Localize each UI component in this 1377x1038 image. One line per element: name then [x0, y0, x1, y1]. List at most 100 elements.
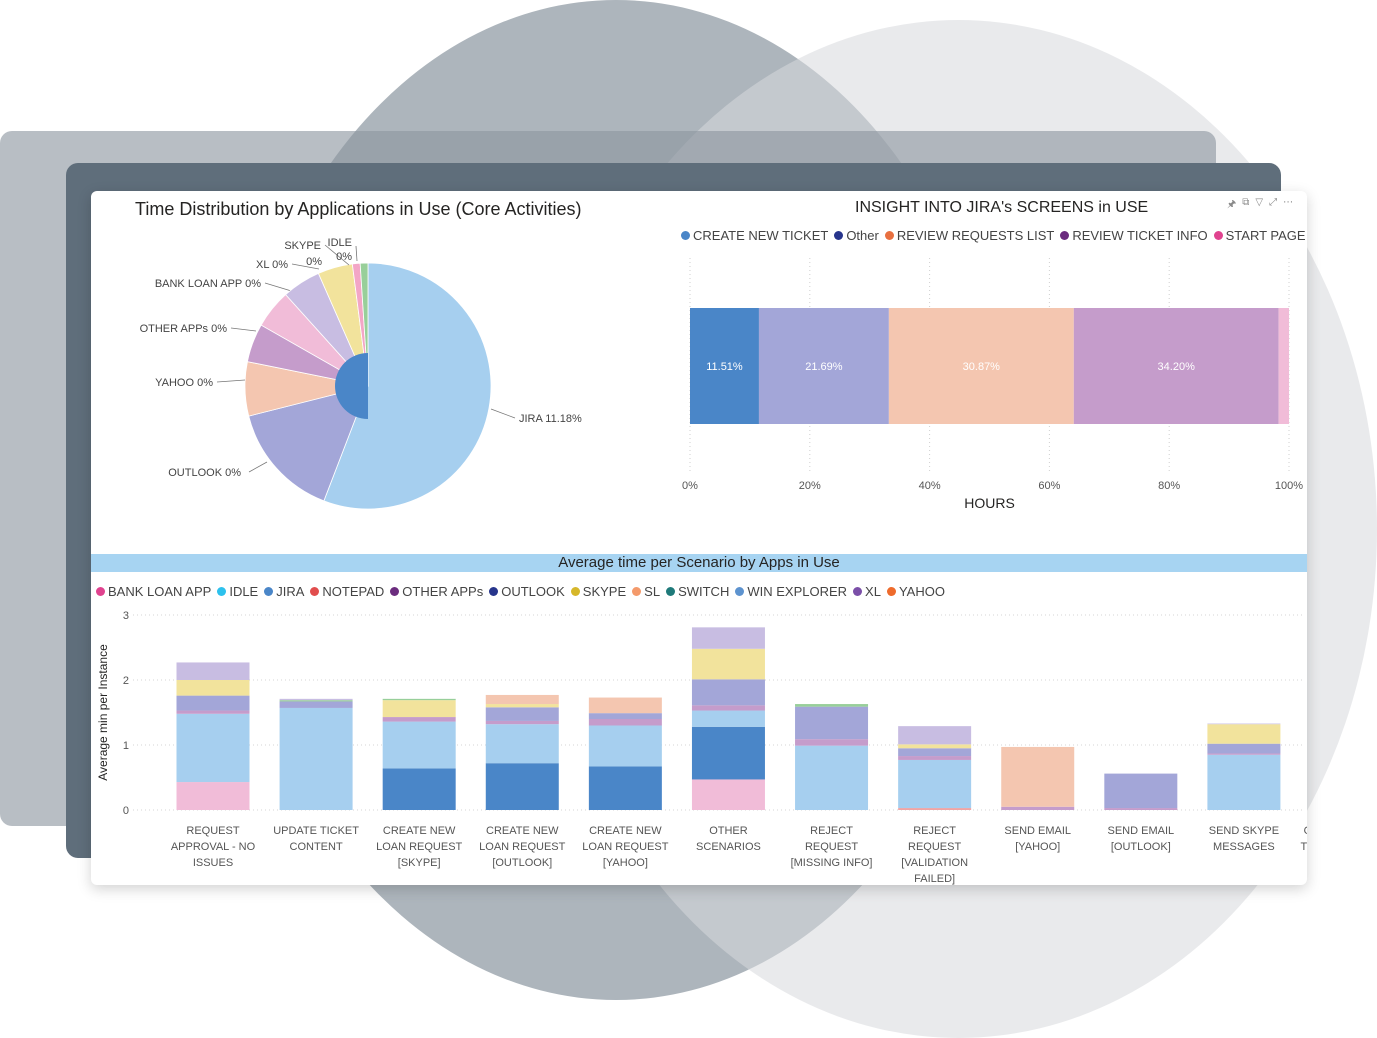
bar-segment-switch[interactable]: [795, 704, 869, 707]
bar-segment-start-page[interactable]: [1278, 308, 1289, 424]
pie-leader-line: [324, 244, 350, 266]
bar-segment-xl[interactable]: [691, 627, 765, 649]
legend-item-switch[interactable]: SWITCH: [666, 584, 729, 599]
legend-item-yahoo[interactable]: YAHOO: [886, 584, 945, 599]
bar-segment-xl[interactable]: [279, 698, 353, 701]
bar-segment-other-apps[interactable]: [588, 725, 662, 767]
legend-item-review-requests-list[interactable]: REVIEW REQUESTS LIST: [884, 228, 1054, 243]
bar-segment-skype[interactable]: [279, 701, 353, 708]
legend-item-create-new-ticket[interactable]: CREATE NEW TICKET: [681, 228, 828, 243]
bar-segment-skype[interactable]: [1104, 773, 1178, 809]
x-category-label: REQUEST APPROVAL - NO ISSUES: [171, 825, 256, 869]
x-category-label: OTHER SCENARIOS: [696, 825, 761, 853]
bar-segment-outlook[interactable]: [1207, 753, 1281, 755]
legend-item-bank-loan-app[interactable]: BANK LOAN APP: [96, 584, 211, 599]
bar-segment-outlook[interactable]: [176, 710, 250, 714]
bar-segment-other-apps[interactable]: [691, 710, 765, 727]
bar-segment-switch[interactable]: [279, 700, 353, 702]
bar-segment-notepad[interactable]: [898, 808, 972, 810]
bar-segment-xl[interactable]: [176, 662, 250, 680]
pie-label: XL 0%: [256, 259, 288, 271]
bar-segment-xl[interactable]: [1207, 723, 1281, 725]
bar-segment-outlook[interactable]: [691, 705, 765, 711]
bar-segment-win-explorer[interactable]: [485, 694, 559, 705]
bar-segment-skype[interactable]: [691, 679, 765, 706]
focus-mode-icon[interactable]: ⤢: [1269, 197, 1278, 208]
bar-segment-other-apps[interactable]: [279, 707, 353, 810]
bar-segment-skype[interactable]: [795, 706, 869, 740]
legend-item-notepad[interactable]: NOTEPAD: [310, 584, 384, 599]
legend-marker: [666, 587, 676, 596]
pie-label: 0%: [336, 251, 352, 263]
bar-segment-outlook[interactable]: [898, 756, 972, 760]
pin-icon[interactable]: 🖈: [1227, 199, 1237, 210]
legend-item-other[interactable]: Other: [834, 228, 879, 243]
bar-segment-outlook[interactable]: [1104, 808, 1178, 810]
bar-segment-jira[interactable]: [691, 726, 765, 780]
pie-inner-slice[interactable]: [335, 353, 368, 419]
filter-icon[interactable]: ▽: [1255, 197, 1264, 208]
bar-segment-sl[interactable]: [1207, 724, 1281, 744]
bar-segment-review-ticket-info[interactable]: [1073, 308, 1279, 424]
bar-segment-outlook[interactable]: [485, 720, 559, 725]
legend-item-win-explorer[interactable]: WIN EXPLORER: [735, 584, 847, 599]
copy-icon[interactable]: ⧉: [1242, 197, 1250, 208]
bar-segment-outlook[interactable]: [588, 719, 662, 726]
bar-segment-xl[interactable]: [898, 726, 972, 745]
bar-segment-skype[interactable]: [485, 707, 559, 721]
legend-label: OTHER APPs: [402, 584, 484, 599]
legend-item-jira[interactable]: JIRA: [264, 584, 304, 599]
bar-segment-outlook[interactable]: [1001, 806, 1075, 810]
bar-segment-bank-loan-app[interactable]: [176, 782, 250, 810]
x-tick-label: 60%: [1038, 480, 1060, 492]
legend-label: YAHOO: [898, 584, 945, 599]
bar-segment-jira[interactable]: [588, 766, 662, 810]
bar-segment-skype[interactable]: [588, 713, 662, 719]
pie-slice-jira[interactable]: [323, 262, 492, 510]
legend-item-skype[interactable]: SKYPE: [570, 584, 626, 599]
pie-slice-outlook[interactable]: [248, 385, 369, 502]
legend-item-xl[interactable]: XL: [853, 584, 881, 599]
bar-segment-bank-loan-app[interactable]: [691, 779, 765, 810]
more-options-icon[interactable]: ⋯: [1283, 197, 1294, 208]
bar-segment-skype[interactable]: [1207, 743, 1281, 754]
x-axis-title: HOURS: [964, 495, 1015, 511]
dashboard-card: Time Distribution by Applications in Use…: [91, 191, 1307, 885]
bar-segment-sl[interactable]: [898, 744, 972, 749]
bar-segment-other-apps[interactable]: [1207, 754, 1281, 810]
bar-segment-other-apps[interactable]: [176, 713, 250, 783]
x-category-label: CREATE NEW LOAN REQUEST [OUTLOOK]: [479, 825, 565, 869]
legend-marker: [489, 587, 499, 596]
legend-item-review-ticket-info[interactable]: REVIEW TICKET INFO: [1060, 228, 1208, 243]
bar-segment-other[interactable]: [758, 308, 889, 424]
bar-segment-sl[interactable]: [382, 700, 456, 718]
bar-segment-switch[interactable]: [382, 698, 456, 701]
bar-segment-other-apps[interactable]: [382, 721, 456, 769]
bar-segment-outlook[interactable]: [382, 717, 456, 722]
jira-screens-legend: CREATE NEW TICKET Other REVIEW REQUESTS LI…: [681, 228, 1307, 243]
bar-segment-other-apps[interactable]: [898, 759, 972, 809]
bar-segment-skype[interactable]: [898, 748, 972, 757]
legend-item-other-apps[interactable]: OTHER APPs: [390, 584, 483, 599]
bar-segment-win-explorer[interactable]: [588, 697, 662, 714]
bar-segment-outlook[interactable]: [795, 739, 869, 746]
bar-segment-other-apps[interactable]: [485, 724, 559, 764]
bar-segment-sl[interactable]: [176, 680, 250, 696]
x-category-label: REJECT REQUEST [VALIDATION FAILED]: [901, 825, 968, 885]
bar-segment-jira[interactable]: [382, 768, 456, 810]
bar-segment-create-new-ticket[interactable]: [690, 308, 759, 424]
legend-item-start-page[interactable]: START PAGE: [1213, 228, 1306, 243]
bar-segment-sl[interactable]: [485, 704, 559, 708]
legend-item-idle[interactable]: IDLE: [217, 584, 258, 599]
bar-segment-skype[interactable]: [176, 695, 250, 711]
x-category-label: OBSERVATION...TICKETS REVIEW: [1301, 825, 1307, 853]
bar-segment-win-explorer[interactable]: [1001, 746, 1075, 807]
bar-segment-jira[interactable]: [485, 763, 559, 810]
bar-segment-sl[interactable]: [691, 648, 765, 680]
bar-segment-other-apps[interactable]: [795, 745, 869, 810]
legend-label: REVIEW TICKET INFO: [1072, 228, 1208, 243]
legend-item-sl[interactable]: SL: [632, 584, 660, 599]
legend-label: BANK LOAN APP: [108, 584, 212, 599]
bar-segment-review-requests-list[interactable]: [888, 308, 1074, 424]
legend-item-outlook[interactable]: OUTLOOK: [489, 584, 565, 599]
